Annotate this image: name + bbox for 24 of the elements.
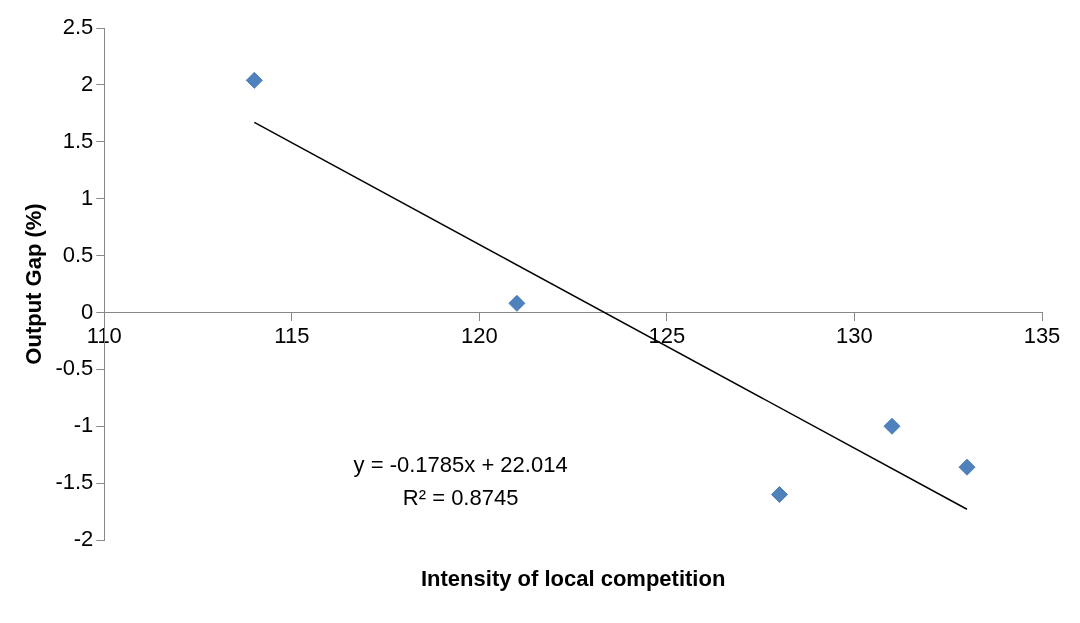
x-axis-title: Intensity of local competition [420,566,726,592]
annotation: y = -0.1785x + 22.014 [353,451,568,477]
y-tick-label: -1 [73,412,94,438]
x-tick-label: 125 [648,322,686,348]
y-tick-label: 0 [81,298,94,324]
x-tick-label: 120 [461,322,498,348]
x-tick-label: 130 [836,322,873,348]
y-tick-label: 0.5 [62,241,94,267]
y-tick-label: 1.5 [62,127,94,153]
point [958,458,976,476]
y-tick-label: 2.5 [62,14,94,40]
x-tick-label: 135 [1023,322,1061,348]
point [770,485,788,503]
point [245,71,263,89]
point [508,294,526,312]
y-tick-label: -1.5 [55,469,94,495]
y-tick-label: -0.5 [55,355,94,381]
point [883,417,901,435]
y-axis-title: Output Gap (%) [21,203,47,365]
x-tick-label: 115 [274,322,310,348]
y-tick-label: 2 [81,70,94,96]
annotation: R² = 0.8745 [402,485,519,511]
y-tick-label: 1 [81,184,94,210]
y-tick-label: -2 [73,526,94,552]
